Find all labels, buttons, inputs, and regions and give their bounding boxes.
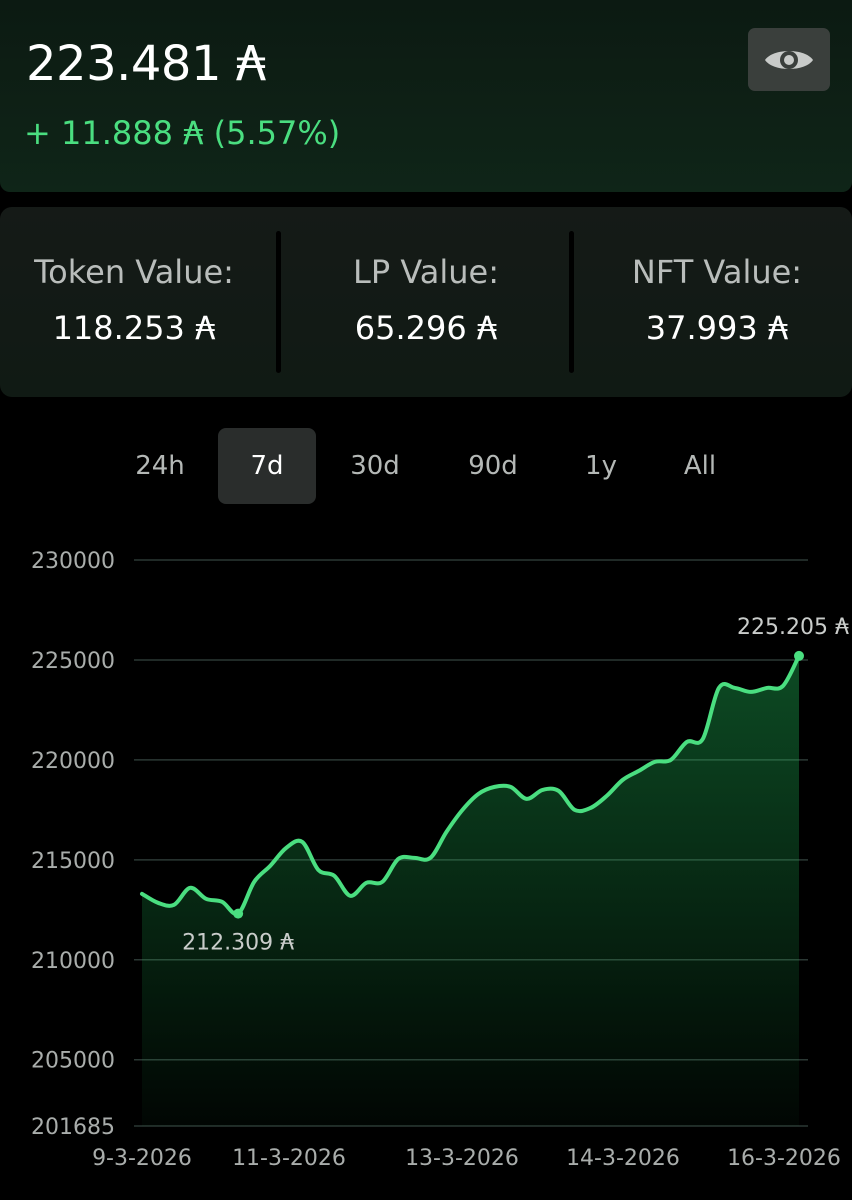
eye-icon: [765, 50, 813, 69]
y-tick-label: 220000: [31, 749, 115, 774]
max-point-marker: [794, 650, 804, 661]
min-point-marker: [233, 908, 244, 919]
x-tick-label: 9-3-2026: [92, 1146, 192, 1171]
nft-value-stat: NFT Value: 37.993 ₳: [576, 253, 852, 347]
y-tick-label: 210000: [31, 949, 115, 974]
y-tick-label: 215000: [31, 849, 115, 874]
y-tick-label: 205000: [31, 1049, 115, 1074]
lp-value-stat: LP Value: 65.296 ₳: [283, 253, 569, 347]
toggle-visibility-button[interactable]: [748, 28, 830, 91]
tab-all[interactable]: All: [683, 451, 717, 481]
balance-card: 223.481 ₳ + 11.888 ₳ (5.57%): [0, 0, 852, 192]
nft-value-label: NFT Value:: [631, 253, 803, 291]
token-value-label: Token Value:: [34, 253, 234, 291]
tab-30d[interactable]: 30d: [350, 451, 400, 481]
tab-7d[interactable]: 7d: [218, 428, 316, 504]
x-tick-label: 14-3-2026: [566, 1146, 680, 1171]
total-balance: 223.481 ₳: [26, 36, 266, 92]
y-tick-label: 230000: [31, 549, 115, 574]
x-tick-label: 13-3-2026: [405, 1146, 519, 1171]
max-value-label: 225.205 ₳: [737, 615, 849, 640]
balance-change: + 11.888 ₳ (5.57%): [24, 114, 341, 152]
portfolio-breakdown: Token Value: 118.253 ₳ LP Value: 65.296 …: [0, 207, 852, 397]
divider: [276, 231, 281, 373]
tab-24h[interactable]: 24h: [135, 451, 185, 481]
tab-90d[interactable]: 90d: [468, 451, 518, 481]
area-fill: [142, 655, 799, 1126]
x-tick-label: 11-3-2026: [232, 1146, 346, 1171]
divider: [569, 231, 574, 373]
portfolio-chart: 201685 205000 210000 215000 220000 225000 2300…: [31, 549, 849, 1171]
y-tick-label: 201685: [31, 1115, 115, 1140]
token-value-stat: Token Value: 118.253 ₳: [0, 253, 268, 347]
time-range-tabs: 24h 7d 30d 90d 1y All: [0, 428, 852, 504]
tab-1y[interactable]: 1y: [585, 451, 617, 481]
nft-value: 37.993 ₳: [645, 309, 789, 347]
price-line: [140, 653, 801, 917]
lp-value: 65.296 ₳: [354, 309, 498, 347]
lp-value-label: LP Value:: [353, 253, 499, 291]
min-value-label: 212.309 ₳: [182, 931, 294, 956]
token-value: 118.253 ₳: [52, 309, 216, 347]
x-tick-label: 16-3-2026: [727, 1146, 841, 1171]
y-tick-label: 225000: [31, 649, 115, 674]
